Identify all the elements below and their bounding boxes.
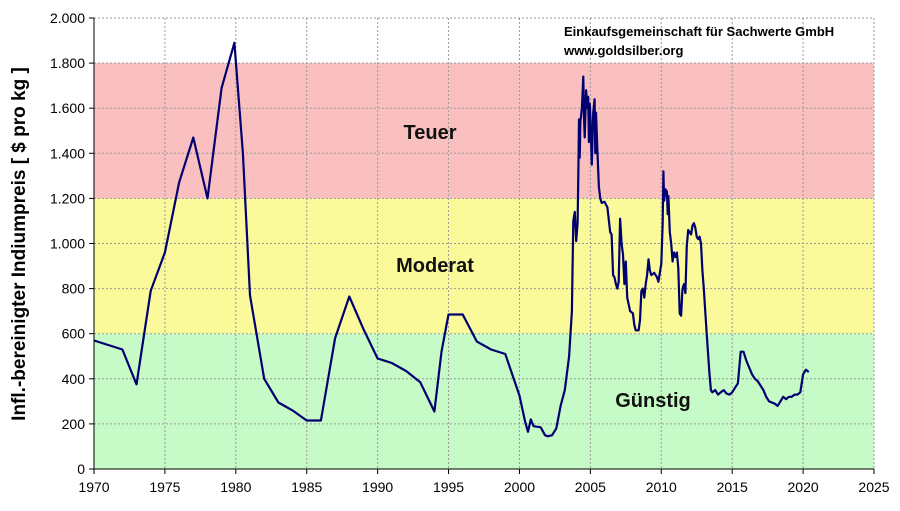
x-tick-label-1995: 1995 xyxy=(433,479,464,495)
y-tick-label-1200: 1.200 xyxy=(50,190,85,206)
x-tick-label-1970: 1970 xyxy=(78,479,109,495)
y-tick-label-1400: 1.400 xyxy=(50,145,85,161)
x-tick-label-1990: 1990 xyxy=(362,479,393,495)
publisher-name: Einkaufsgemeinschaft für Sachwerte GmbH xyxy=(564,24,834,39)
y-tick-label-800: 800 xyxy=(62,281,86,297)
band-guenstig xyxy=(94,333,874,469)
x-tick-label-2000: 2000 xyxy=(504,479,535,495)
band-label-guenstig: Günstig xyxy=(615,390,691,412)
x-tick-label-1985: 1985 xyxy=(291,479,322,495)
price-series-line xyxy=(93,41,810,438)
y-tick-label-600: 600 xyxy=(62,326,86,342)
x-tick-label-1975: 1975 xyxy=(149,479,180,495)
publisher-header: Einkaufsgemeinschaft für Sachwerte GmbH … xyxy=(563,24,834,58)
y-tick-label-1800: 1.800 xyxy=(50,55,85,71)
band-label-moderat: Moderat xyxy=(396,255,474,277)
price-bands xyxy=(94,63,874,469)
y-tick-label-0: 0 xyxy=(77,461,85,477)
x-tick-label-1980: 1980 xyxy=(220,479,251,495)
y-tick-label-2000: 2.000 xyxy=(50,10,85,26)
band-labels: Teuer Moderat Günstig xyxy=(396,122,691,412)
y-tick-label-200: 200 xyxy=(62,416,86,432)
x-tick-label-2005: 2005 xyxy=(575,479,606,495)
x-tick-label-2025: 2025 xyxy=(858,479,889,495)
y-tick-label-1000: 1.000 xyxy=(50,236,85,252)
publisher-url: www.goldsilber.org xyxy=(563,43,683,58)
band-moderat xyxy=(94,198,874,334)
y-axis-tick-labels: 0 200 400 600 800 1.000 1.200 1.400 1.600 1.800 2.… xyxy=(50,10,85,477)
y-tick-label-400: 400 xyxy=(62,371,86,387)
x-tick-label-2010: 2010 xyxy=(646,479,677,495)
x-tick-label-2020: 2020 xyxy=(788,479,819,495)
gridlines xyxy=(94,17,875,469)
y-tick-label-1600: 1.600 xyxy=(50,100,85,116)
band-teuer xyxy=(94,63,874,199)
y-axis-title: Infl.-bereinigter Indiumpreis [ $ pro kg… xyxy=(9,67,30,421)
axes xyxy=(89,17,875,474)
x-tick-label-2015: 2015 xyxy=(717,479,748,495)
x-axis-tick-labels: 1970 1975 1980 1985 1990 1995 2000 2005 2010 2015… xyxy=(78,479,889,495)
band-label-teuer: Teuer xyxy=(404,122,457,144)
